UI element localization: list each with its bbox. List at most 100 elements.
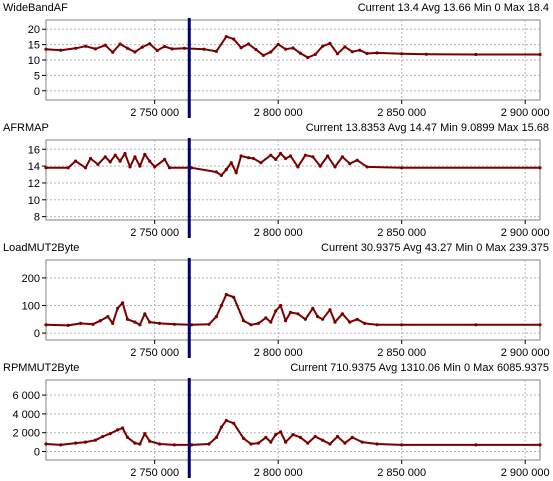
data-point <box>365 51 369 56</box>
data-point <box>148 42 152 46</box>
data-point <box>214 315 218 319</box>
data-point <box>291 433 295 437</box>
y-tick-label: 4 000 <box>12 409 40 421</box>
y-tick-label: 12 <box>28 178 40 190</box>
stat-current-label: Current <box>357 2 395 14</box>
data-point <box>96 162 100 166</box>
data-point <box>288 310 293 314</box>
data-point <box>190 443 194 447</box>
data-point <box>229 161 233 165</box>
stat-current-label: Current <box>290 362 328 374</box>
y-tick-label: 100 <box>22 301 40 313</box>
y-tick-label: 14 <box>28 161 40 173</box>
data-point <box>298 435 302 439</box>
data-point <box>44 323 48 327</box>
data-point <box>274 309 278 313</box>
plot-area[interactable] <box>45 19 541 101</box>
data-point <box>167 166 172 170</box>
data-point <box>101 434 105 439</box>
chart-svg: 8 10 12 14 16 2 750 000 2 800 000 2 850 000 2 90… <box>28 138 550 239</box>
stat-min-value: 0 <box>476 242 483 254</box>
data-point <box>148 320 152 324</box>
data-point <box>264 435 268 439</box>
data-point <box>123 151 127 156</box>
channel-stats: Current 13.8353 Avg 14.47 Min 9.0899 Max… <box>306 122 549 134</box>
data-point <box>288 154 293 158</box>
data-point <box>328 442 332 446</box>
data-point <box>261 53 265 58</box>
data-point <box>138 442 142 446</box>
stat-min-label: Min <box>473 2 492 14</box>
data-point <box>133 50 137 54</box>
data-point <box>153 165 157 169</box>
stat-max-label: Max <box>473 362 494 374</box>
x-tick-label: 2 900 000 <box>501 107 550 119</box>
channel-header: WideBandAF Current 13.4 Avg 13.66 Min 0 M… <box>0 0 553 18</box>
plot-area[interactable] <box>45 379 541 461</box>
data-point <box>284 156 288 161</box>
channel-name: WideBandAF <box>3 2 68 14</box>
data-point <box>44 442 48 446</box>
y-tick-label: 0 <box>34 328 40 340</box>
stat-current-label: Current <box>305 122 343 134</box>
stat-avg-value: 1310.06 <box>400 362 441 374</box>
data-point <box>190 166 194 170</box>
data-point <box>59 48 63 52</box>
data-point <box>318 164 322 168</box>
chart-panel-widebandaf: 0 5 10 15 20 2 750 000 2 800 000 2 850 000 2 900… <box>0 0 553 120</box>
data-point <box>93 47 97 51</box>
data-point <box>264 316 268 320</box>
stat-min-label: Min <box>455 242 474 254</box>
data-point <box>474 323 478 327</box>
data-point <box>355 317 359 321</box>
data-point <box>83 166 88 170</box>
data-point <box>224 35 228 39</box>
data-point <box>234 171 238 175</box>
data-point <box>269 320 273 324</box>
data-point <box>143 432 147 436</box>
channel-stats: Current 13.4 Avg 13.66 Min 0 Max 18.4 <box>358 2 549 14</box>
data-point <box>284 47 288 51</box>
data-point <box>242 319 246 323</box>
series-line-afrmap <box>46 152 540 177</box>
channel-header: RPMMUT2Byte Current 710.9375 Avg 1310.06 … <box>0 360 553 378</box>
y-tick-label: 15 <box>28 40 40 52</box>
data-point <box>182 46 186 50</box>
y-tick-label: 8 <box>34 212 40 224</box>
stat-avg-value: 43.27 <box>424 242 453 254</box>
data-point <box>343 45 347 49</box>
data-point <box>474 52 478 57</box>
x-tick-label: 2 900 000 <box>501 467 550 479</box>
series-line-loadmut2byte <box>45 293 540 327</box>
x-tick-label: 2 750 000 <box>130 227 179 239</box>
data-point <box>214 49 218 54</box>
channel-name: RPMMUT2Byte <box>3 362 80 374</box>
data-point <box>348 320 352 324</box>
y-tick-label: 200 <box>22 273 40 285</box>
data-point <box>138 323 142 327</box>
plot-area[interactable] <box>45 259 541 341</box>
stat-min-value: 9.0899 <box>460 122 495 134</box>
data-point <box>140 45 144 49</box>
data-point <box>170 47 174 51</box>
data-point <box>44 166 48 170</box>
data-point <box>98 319 102 323</box>
data-point <box>219 425 223 429</box>
plot-area[interactable] <box>45 139 541 221</box>
data-point <box>219 303 223 308</box>
x-tick-label: 2 850 000 <box>377 467 426 479</box>
data-point <box>59 443 63 447</box>
stat-avg-label: Avg <box>387 122 407 134</box>
data-point <box>172 322 176 326</box>
channel-name: LoadMUT2Byte <box>3 242 80 254</box>
x-tick-label: 2 850 000 <box>377 347 426 359</box>
chart-panel-afrmap: 8 10 12 14 16 2 750 000 2 800 000 2 850 000 2 90… <box>0 120 553 240</box>
chart-svg: 0 5 10 15 20 2 750 000 2 800 000 2 850 000 2 900… <box>28 18 550 119</box>
data-point <box>242 436 246 440</box>
data-point <box>313 434 317 439</box>
chart-panel-rpmmut2byte: 0 2 000 4 000 6 000 2 750 000 2 800 000 2 850 … <box>0 360 553 480</box>
data-point <box>303 317 307 321</box>
data-point <box>400 166 404 170</box>
data-point <box>375 51 379 55</box>
y-tick-label: 0 <box>34 86 40 98</box>
